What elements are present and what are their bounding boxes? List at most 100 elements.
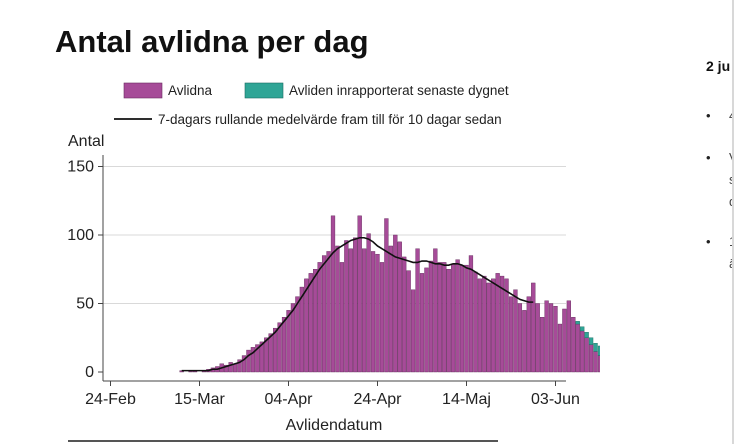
bar-avlidna [486, 282, 491, 373]
bar-avlidna [455, 259, 460, 373]
side-bullet-1: • [706, 108, 711, 123]
bar-avlidna [326, 251, 331, 373]
bar-reported [597, 345, 600, 356]
bar-reported [588, 337, 594, 345]
bar-reported [593, 343, 598, 352]
y-tick-label: 150 [67, 159, 94, 176]
side-text-fragment: 4 [729, 108, 734, 123]
bottom-rule [68, 440, 498, 442]
bar-avlidna [571, 317, 576, 373]
bar-reported [580, 326, 585, 332]
bar-avlidna [526, 296, 531, 373]
bar-avlidna [517, 303, 523, 373]
bar-avlidna [370, 251, 376, 373]
y-axis-ticks: 0 50 100 150 [67, 159, 103, 381]
bar-avlidna [544, 300, 549, 373]
bar-avlidna [491, 278, 496, 373]
side-bullet-2: • [706, 150, 711, 165]
bar-avlidna [459, 264, 465, 373]
x-tick-label: 04-Apr [264, 391, 313, 408]
bar-avlidna [286, 310, 291, 373]
bar-avlidna [259, 341, 264, 373]
x-tick-label: 24-Apr [353, 391, 402, 408]
bar-avlidna [313, 269, 318, 373]
legend-label-average: 7-dagars rullande medelvärde fram till f… [158, 112, 502, 127]
bar-avlidna [566, 300, 571, 373]
bar-avlidna [397, 241, 402, 373]
side-text-fragment: 1 [729, 234, 734, 249]
bar-avlidna [366, 233, 371, 373]
bar-avlidna [575, 323, 580, 373]
legend-label-avlidna: Avlidna [168, 83, 213, 98]
bar-avlidna [504, 278, 509, 373]
x-tick-label: 15-Mar [174, 391, 225, 408]
bar-avlidna [482, 275, 487, 373]
bar-avlidna [281, 317, 287, 373]
bar-avlidna [437, 262, 442, 373]
bar-avlidna [402, 256, 407, 373]
bar-avlidna [295, 296, 300, 373]
bar-avlidna [522, 310, 527, 373]
side-text-fragment: d [729, 194, 734, 209]
bar-avlidna [548, 303, 554, 373]
x-tick-label: 03-Jun [531, 391, 580, 408]
bar-avlidna [580, 330, 585, 373]
bar-avlidna [277, 322, 282, 373]
bar-avlidna [433, 248, 438, 373]
bar-avlidna [508, 296, 514, 373]
bar-avlidna [255, 344, 260, 373]
legend-label-reported: Avliden inrapporterat senaste dygnet [289, 83, 509, 98]
bar-avlidna [419, 273, 425, 373]
bar-avlidna [224, 364, 229, 373]
bar-avlidna [393, 234, 398, 373]
x-axis-label: Avlidendatum [286, 417, 383, 434]
bar-avlidna [531, 282, 536, 373]
bar-avlidna [495, 273, 500, 373]
bar-avlidna [388, 245, 393, 373]
panel-edge [732, 0, 734, 444]
bar-avlidna [335, 245, 340, 373]
bar-avlidna [379, 262, 385, 373]
y-tick-label: 0 [85, 364, 94, 381]
legend-swatch-avlidna [123, 82, 163, 99]
legend: Avlidna Avliden inrapporterat senaste dy… [114, 82, 509, 127]
legend-swatch-reported [244, 82, 284, 99]
bar-avlidna [557, 323, 563, 373]
bar-avlidna [477, 278, 482, 373]
bar-avlidna [304, 278, 309, 373]
bar-avlidna [464, 264, 469, 373]
bar-avlidna [442, 262, 447, 373]
bars [179, 215, 600, 373]
x-axis-ticks: 24-Feb 15-Mar 04-Apr 24-Apr 14-Maj 03-Jun [85, 381, 580, 408]
y-tick-label: 100 [67, 227, 94, 244]
side-text-fragment: ä [729, 256, 734, 271]
bar-avlidna [357, 215, 362, 373]
bar-avlidna [535, 303, 540, 373]
bar-avlidna [593, 351, 598, 373]
bar-avlidna [241, 355, 247, 373]
bar-avlidna [330, 215, 336, 373]
bar-avlidna [268, 333, 273, 373]
bar-avlidna [540, 317, 545, 373]
bar-avlidna [339, 262, 345, 373]
deaths-chart: 0 50 100 150 24-Feb 15-Mar 04-Apr 24-Apr 14-Maj… [67, 82, 600, 434]
bar-avlidna [513, 289, 518, 373]
bar-avlidna [317, 262, 322, 373]
bar-avlidna [362, 248, 367, 373]
bar-avlidna [597, 355, 600, 373]
bar-avlidna [410, 289, 416, 373]
bar-avlidna [499, 275, 505, 373]
x-tick-label: 24-Feb [85, 391, 136, 408]
bar-avlidna [290, 303, 296, 373]
bar-avlidna [344, 240, 349, 373]
bar-avlidna [415, 248, 420, 373]
bar-avlidna [375, 253, 380, 373]
y-axis-label: Antal [68, 133, 104, 150]
bar-avlidna [451, 263, 456, 373]
bar-avlidna [321, 255, 327, 373]
bar-avlidna [250, 347, 256, 373]
bar-avlidna [246, 349, 251, 373]
bar-avlidna [308, 273, 313, 373]
bar-avlidna [228, 362, 233, 373]
